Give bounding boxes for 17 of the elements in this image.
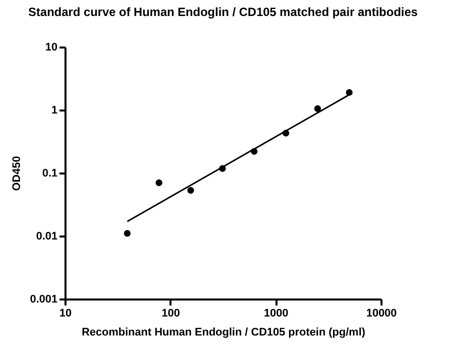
- point: [314, 105, 321, 112]
- chart-title: Standard curve of Human Endoglin / CD105 matched pair antibodies: [28, 5, 418, 19]
- point: [156, 179, 162, 186]
- x-tick-label: 10: [59, 308, 72, 320]
- y-tick-label: 0.01: [36, 230, 58, 242]
- y-tick-label: 0.001: [30, 294, 58, 306]
- x-tick-label: 10000: [366, 308, 397, 320]
- point: [124, 230, 131, 237]
- x-axis-title: Recombinant Human Endoglin / CD105 protein (pg/ml): [82, 326, 366, 338]
- y-tick-label: 10: [45, 42, 58, 54]
- x-tick-label: 100: [162, 308, 180, 320]
- y-axis-title: OD450: [10, 156, 23, 191]
- x-tick-label: 1000: [264, 308, 288, 320]
- y-tick-label: 1: [51, 104, 58, 116]
- point: [187, 187, 194, 194]
- y-tick-label: 0.1: [42, 168, 58, 180]
- point: [346, 89, 353, 96]
